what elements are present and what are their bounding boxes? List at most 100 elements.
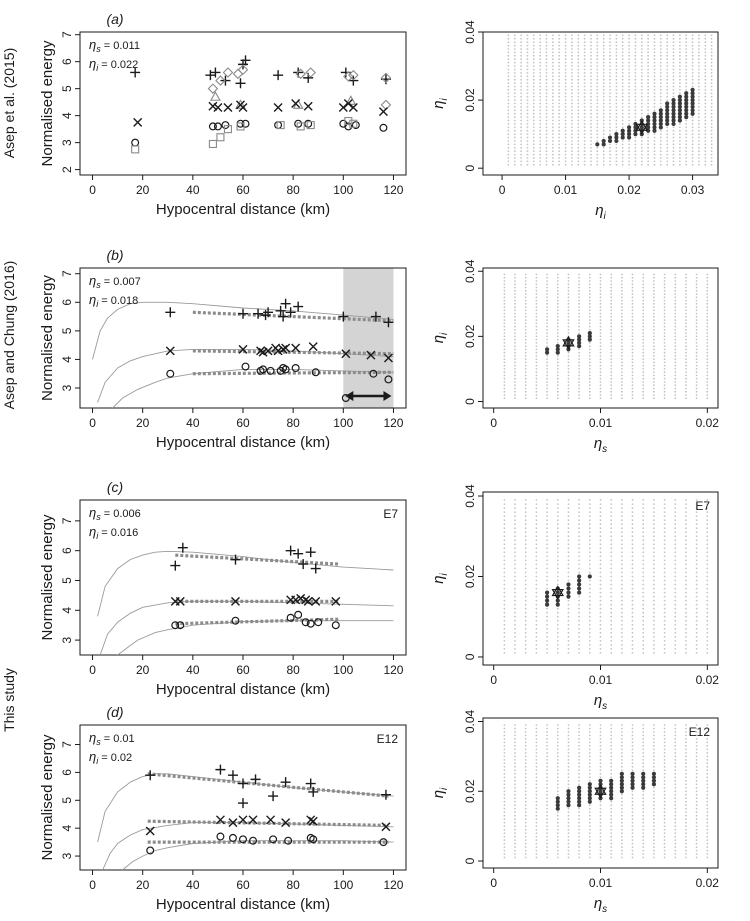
grid-search-point bbox=[507, 160, 510, 163]
grid-search-point bbox=[621, 160, 624, 163]
plus-marker bbox=[280, 777, 291, 788]
grid-search-point bbox=[706, 273, 709, 276]
grid-search-point bbox=[552, 37, 554, 40]
grid-search-point bbox=[546, 306, 548, 308]
grid-search-point bbox=[615, 65, 618, 67]
grid-search-point bbox=[621, 44, 624, 47]
grid-search-point bbox=[567, 731, 570, 733]
grid-search-point bbox=[514, 811, 516, 814]
grid-search-point bbox=[663, 547, 666, 550]
grid-search-point bbox=[599, 595, 602, 598]
grid-search-point bbox=[588, 571, 591, 574]
grid-search-point bbox=[577, 65, 580, 67]
grid-search-point bbox=[634, 82, 637, 84]
grid-search-point bbox=[640, 136, 643, 139]
grid-search-point bbox=[672, 41, 675, 44]
grid-search-point bbox=[659, 140, 662, 142]
grid-search-point bbox=[546, 276, 548, 279]
grid-search-point bbox=[647, 75, 649, 78]
event-label: E7 bbox=[383, 507, 398, 521]
grid-search-point bbox=[546, 335, 548, 338]
y-axis-label: Normalised energy bbox=[39, 514, 56, 640]
grid-search-point bbox=[599, 745, 602, 747]
grid-search-point bbox=[545, 44, 548, 47]
grid-search-point bbox=[685, 374, 687, 377]
grid-search-point bbox=[653, 335, 655, 338]
grid-search-point bbox=[514, 734, 516, 737]
grid-search-point bbox=[642, 611, 645, 614]
grid-search-point bbox=[588, 358, 591, 361]
grid-search-point bbox=[659, 163, 662, 166]
accepted-point bbox=[587, 789, 592, 794]
grid-search-point bbox=[674, 779, 677, 782]
accepted-point bbox=[690, 108, 695, 113]
grid-search-point bbox=[710, 119, 713, 122]
grid-search-point bbox=[602, 41, 605, 44]
grid-search-point bbox=[583, 75, 586, 78]
grid-search-point bbox=[672, 78, 675, 81]
diamond-marker bbox=[295, 68, 306, 80]
grid-search-point bbox=[583, 109, 586, 112]
best-fit-star-down bbox=[594, 787, 607, 799]
grid-search-point bbox=[503, 832, 506, 834]
grid-search-point bbox=[514, 738, 516, 740]
accepted-point bbox=[658, 111, 663, 116]
grid-search-point bbox=[659, 41, 662, 44]
grid-search-point bbox=[621, 68, 624, 71]
accepted-point bbox=[658, 125, 663, 130]
grid-search-point bbox=[685, 527, 687, 530]
accepted-point bbox=[555, 803, 560, 808]
grid-search-point bbox=[642, 648, 645, 650]
grid-search-point bbox=[685, 741, 687, 744]
grid-search-point bbox=[588, 390, 591, 393]
grid-search-point bbox=[583, 163, 586, 166]
grid-search-point bbox=[588, 772, 591, 775]
grid-search-point bbox=[674, 611, 677, 614]
grid-search-point bbox=[653, 745, 655, 747]
accepted-point bbox=[607, 138, 613, 144]
grid-search-point bbox=[583, 153, 586, 156]
grid-search-point bbox=[610, 394, 613, 396]
grid-search-point bbox=[706, 329, 709, 331]
grid-search-point bbox=[663, 731, 666, 733]
grid-search-point bbox=[674, 765, 677, 768]
grid-search-point bbox=[588, 615, 591, 618]
grid-search-point bbox=[674, 296, 677, 299]
grid-search-point bbox=[599, 368, 602, 370]
grid-search-point bbox=[653, 507, 655, 509]
grid-search-point bbox=[596, 89, 599, 91]
grid-search-point bbox=[679, 34, 681, 37]
grid-search-point bbox=[503, 648, 506, 650]
grid-search-point bbox=[556, 342, 559, 344]
grid-search-point bbox=[647, 157, 649, 159]
grid-search-point bbox=[567, 835, 570, 838]
grid-search-point bbox=[663, 755, 666, 758]
grid-search-point bbox=[653, 793, 655, 796]
grid-search-point bbox=[524, 332, 527, 334]
grid-search-point bbox=[564, 157, 567, 159]
grid-search-point bbox=[556, 358, 559, 361]
grid-search-point bbox=[546, 342, 548, 344]
grid-search-point bbox=[546, 371, 548, 374]
grid-search-point bbox=[503, 543, 506, 546]
grid-search-point bbox=[599, 387, 602, 390]
grid-search-point bbox=[610, 776, 613, 779]
grid-search-point bbox=[674, 283, 677, 286]
grid-search-point bbox=[647, 146, 649, 149]
grid-search-point bbox=[642, 543, 645, 546]
x-tick-label: 0.02 bbox=[617, 183, 641, 197]
grid-search-point bbox=[621, 811, 623, 814]
grid-search-point bbox=[567, 741, 570, 744]
grid-search-point bbox=[685, 123, 688, 125]
grid-search-point bbox=[674, 731, 677, 733]
grid-search-point bbox=[653, 65, 656, 67]
square-marker bbox=[208, 139, 217, 149]
grid-search-point bbox=[685, 355, 687, 357]
grid-search-point bbox=[674, 563, 677, 566]
grid-search-point bbox=[621, 818, 623, 821]
grid-search-point bbox=[666, 48, 669, 50]
grid-search-point bbox=[514, 387, 516, 390]
grid-search-point bbox=[695, 322, 698, 325]
grid-search-point bbox=[514, 745, 516, 747]
grid-search-point bbox=[546, 724, 548, 726]
